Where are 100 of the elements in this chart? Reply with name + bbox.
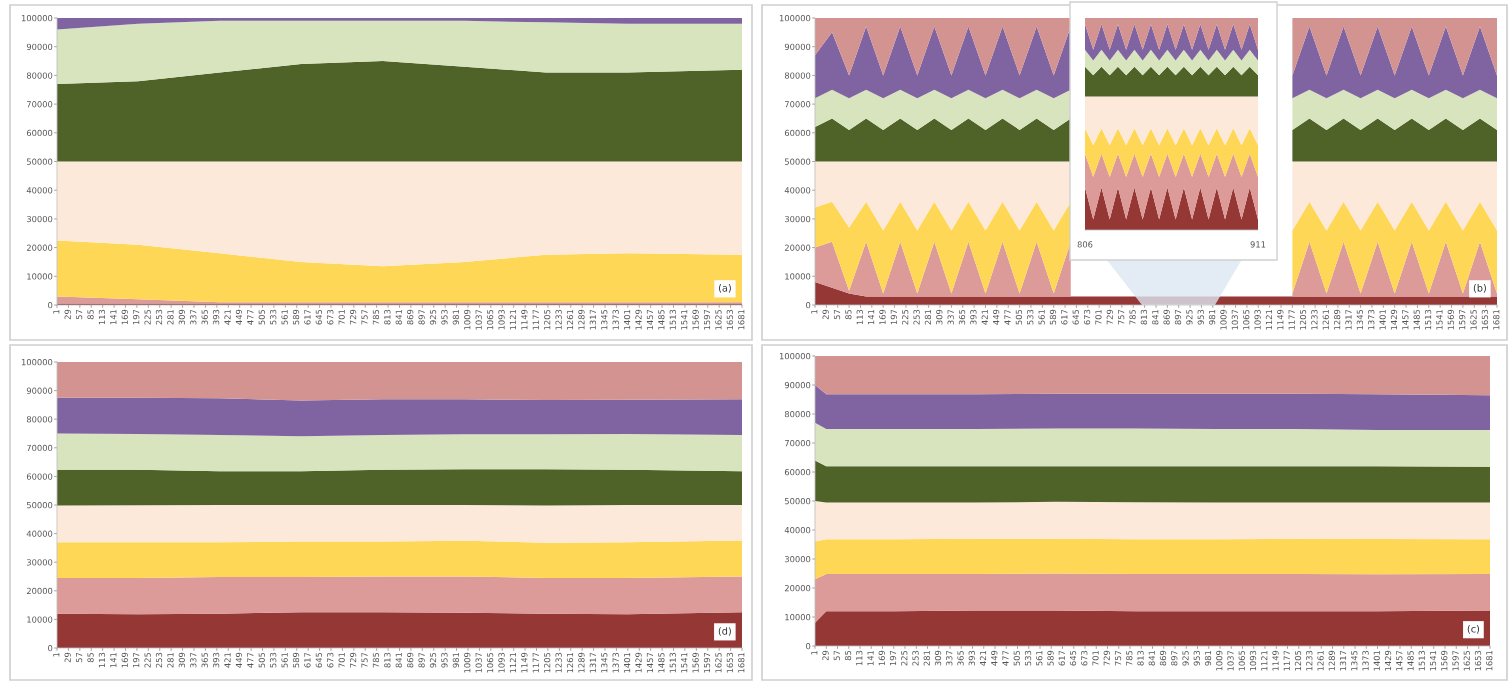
y-tick-label: 80000 xyxy=(784,72,811,79)
x-tick-label: 617 xyxy=(304,652,311,668)
x-tick-label: 1233 xyxy=(1306,650,1313,671)
x-tick-label: 1289 xyxy=(578,652,585,673)
x-tick-label: 1345 xyxy=(1351,650,1358,671)
x-tick-label: 1177 xyxy=(532,309,539,330)
x-tick-label: 85 xyxy=(845,309,852,320)
x-tick-label: 645 xyxy=(1069,650,1077,666)
y-tick-label: 0 xyxy=(806,642,811,650)
x-tick-label: 57 xyxy=(833,309,841,320)
x-tick-label: 1037 xyxy=(475,652,482,673)
x-tick-label: 953 xyxy=(1197,309,1204,325)
x-tick-label: 589 xyxy=(1049,309,1057,325)
x-tick-label: 1541 xyxy=(681,652,688,673)
x-tick-label: 981 xyxy=(452,652,459,668)
x-tick-label: 225 xyxy=(902,309,909,325)
x-tick-label: 1261 xyxy=(566,309,574,330)
y-tick-label: 60000 xyxy=(784,468,811,476)
x-tick-label: 589 xyxy=(1047,650,1054,666)
x-tick-label: 1317 xyxy=(589,309,596,330)
x-tick-label: 1009 xyxy=(1216,650,1223,671)
x-tick-label: 1485 xyxy=(658,309,665,330)
x-tick-label: 1065 xyxy=(486,309,494,330)
x-tick-label: 897 xyxy=(418,652,425,668)
x-tick-label: 1177 xyxy=(1283,650,1290,671)
x-tick-label: 477 xyxy=(1002,650,1009,666)
x-tick-label: 281 xyxy=(167,652,174,668)
x-tick-label: 505 xyxy=(258,309,265,325)
y-tick-label: 70000 xyxy=(785,101,811,108)
x-tick-label: 1205 xyxy=(544,652,551,673)
x-tick-label: 1569 xyxy=(692,652,699,673)
x-tick-label: 953 xyxy=(1193,650,1200,666)
y-tick-label: 60000 xyxy=(784,129,811,137)
y-tick-label: 100000 xyxy=(21,358,53,366)
x-tick-label: 1345 xyxy=(601,652,608,673)
y-tick-label: 40000 xyxy=(26,530,53,537)
x-tick-label: 253 xyxy=(155,309,163,325)
x-tick-label: 57 xyxy=(76,652,83,663)
x-tick-label: 421 xyxy=(981,309,988,325)
y-tick-label: 20000 xyxy=(784,584,811,592)
x-tick-label: 925 xyxy=(1186,309,1193,325)
x-tick-label: 729 xyxy=(349,652,357,668)
annotation: (d) xyxy=(718,627,731,636)
x-tick-label: 253 xyxy=(155,652,163,668)
x-tick-label: 29 xyxy=(64,309,71,320)
x-tick-label: 757 xyxy=(1118,309,1125,325)
x-tick-label: 1485 xyxy=(1413,309,1420,330)
x-tick-label: 561 xyxy=(1038,309,1045,325)
x-tick-label: 141 xyxy=(867,650,874,666)
x-tick-label: 309 xyxy=(178,309,185,325)
y-tick-label: 20000 xyxy=(26,244,53,251)
x-tick-label: 365 xyxy=(201,309,208,325)
x-tick-label: 1289 xyxy=(1333,309,1341,330)
x-tick-label: 1569 xyxy=(692,309,699,330)
x-tick-label: 477 xyxy=(247,309,254,325)
x-tick-label: 953 xyxy=(441,309,448,325)
x-tick-label: 1401 xyxy=(1373,650,1380,671)
x-tick-label: 1597 xyxy=(1459,309,1466,330)
x-tick-label: 1513 xyxy=(1424,309,1432,330)
x-tick-label: 169 xyxy=(121,652,128,668)
x-tick-label: 1429 xyxy=(1390,309,1398,330)
x-tick-label: 1401 xyxy=(623,309,631,330)
x-tick-label: 1457 xyxy=(1396,650,1403,671)
y-tick-label: 50000 xyxy=(784,158,811,165)
y-tick-label: 100000 xyxy=(21,14,53,22)
annotation: (b) xyxy=(1473,284,1486,293)
x-tick-label: 673 xyxy=(1083,309,1091,325)
x-tick-label: 785 xyxy=(372,652,380,668)
x-tick-label: 785 xyxy=(1129,309,1136,325)
x-tick-label: 477 xyxy=(247,652,254,668)
x-tick-label: 225 xyxy=(901,650,908,666)
x-tick-label: 1 xyxy=(811,650,818,655)
x-tick-label: 897 xyxy=(1171,650,1178,666)
x-tick-label: 57 xyxy=(833,650,840,661)
x-tick-label: 1429 xyxy=(635,309,642,330)
x-tick-label: 561 xyxy=(281,309,288,325)
x-tick-label: 1429 xyxy=(635,652,642,673)
x-tick-label: 1261 xyxy=(1322,309,1329,330)
x-tick-label: 617 xyxy=(304,309,311,325)
y-tick-label: 80000 xyxy=(26,72,53,79)
x-tick-label: 29 xyxy=(822,650,829,661)
x-tick-label: 1317 xyxy=(1345,309,1352,330)
x-tick-label: 169 xyxy=(878,650,885,666)
x-tick-label: 141 xyxy=(868,309,875,325)
x-tick-label: 225 xyxy=(144,652,151,668)
x-tick-label: 449 xyxy=(235,652,243,668)
x-tick-label: 113 xyxy=(856,650,863,666)
y-tick-label: 80000 xyxy=(26,416,53,423)
x-tick-label: 1569 xyxy=(1447,309,1454,330)
x-tick-label: 1093 xyxy=(1249,650,1257,671)
x-tick-label: 1597 xyxy=(1452,650,1459,671)
x-tick-label: 1653 xyxy=(1474,650,1482,671)
x-tick-label: 1037 xyxy=(475,309,482,330)
x-tick-label: 981 xyxy=(452,309,459,325)
x-tick-label: 1 xyxy=(53,652,60,657)
annotation: (c) xyxy=(1467,625,1480,634)
x-tick-label: 757 xyxy=(1114,650,1122,666)
x-tick-label: 393 xyxy=(212,309,220,325)
x-tick-label: 449 xyxy=(991,650,998,666)
y-tick-label: 10000 xyxy=(27,616,53,623)
